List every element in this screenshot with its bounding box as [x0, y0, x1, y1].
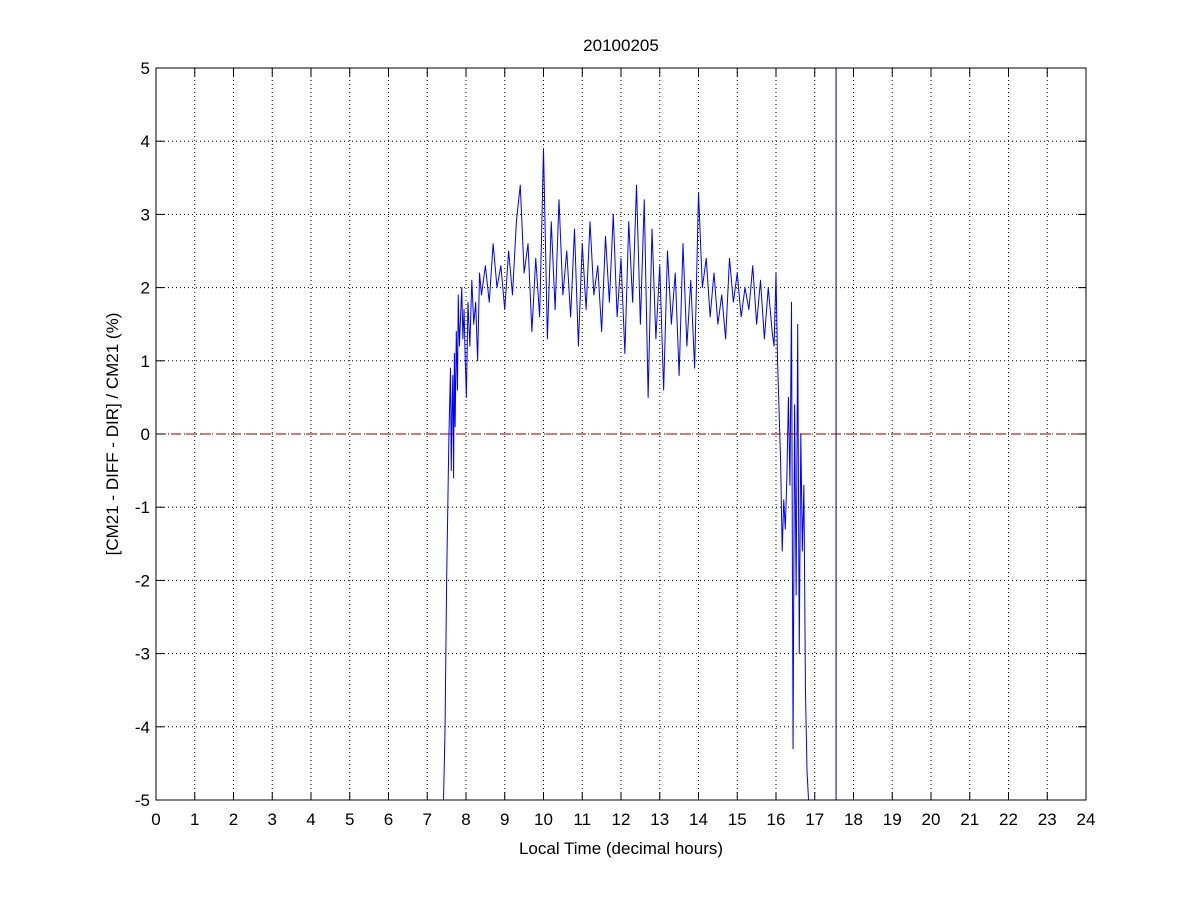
x-tick-label: 8: [461, 810, 470, 829]
y-axis-label: [CM21 - DIFF - DIR] / CM21 (%): [103, 313, 122, 556]
x-tick-label: 7: [423, 810, 432, 829]
x-tick-label: 4: [306, 810, 315, 829]
x-tick-label: 13: [650, 810, 669, 829]
x-tick-label: 6: [384, 810, 393, 829]
x-tick-label: 20: [922, 810, 941, 829]
x-tick-label: 11: [573, 810, 591, 829]
y-tick-label: -5: [135, 791, 150, 810]
x-tick-label: 0: [151, 810, 160, 829]
x-tick-label: 2: [229, 810, 238, 829]
y-tick-label: 5: [141, 59, 150, 78]
x-tick-label: 14: [689, 810, 708, 829]
x-tick-label: 24: [1077, 810, 1096, 829]
x-tick-label: 3: [268, 810, 277, 829]
x-tick-label: 12: [612, 810, 631, 829]
x-tick-label: 1: [190, 810, 199, 829]
y-tick-label: -2: [135, 571, 150, 590]
y-tick-label: 4: [141, 132, 150, 151]
ticks: 0 1 2 3 4 5 6 7 8 9 10 11 12 13 14 15 16 17 18 19 20 21 22 23 24…: [135, 59, 1096, 829]
x-tick-label: 9: [500, 810, 509, 829]
data-series-line: [443, 148, 810, 801]
y-tick-label: 1: [141, 352, 150, 371]
x-tick-label: 23: [1038, 810, 1057, 829]
x-tick-label: 19: [883, 810, 902, 829]
y-tick-label: 2: [141, 279, 150, 298]
x-tick-label: 21: [960, 810, 979, 829]
x-tick-label: 10: [534, 810, 553, 829]
series-layer: [156, 68, 1086, 801]
y-tick-label: -4: [135, 718, 150, 737]
y-tick-label: 0: [141, 425, 150, 444]
x-tick-label: 16: [767, 810, 786, 829]
x-tick-label: 5: [345, 810, 354, 829]
x-tick-label: 22: [999, 810, 1018, 829]
chart-title: 20100205: [583, 36, 659, 55]
y-tick-label: -3: [135, 645, 150, 664]
x-tick-label: 15: [728, 810, 747, 829]
x-axis-label: Local Time (decimal hours): [519, 839, 723, 858]
x-tick-label: 18: [844, 810, 863, 829]
x-tick-label: 17: [805, 810, 824, 829]
y-tick-label: 3: [141, 205, 150, 224]
y-tick-label: -1: [135, 498, 150, 517]
